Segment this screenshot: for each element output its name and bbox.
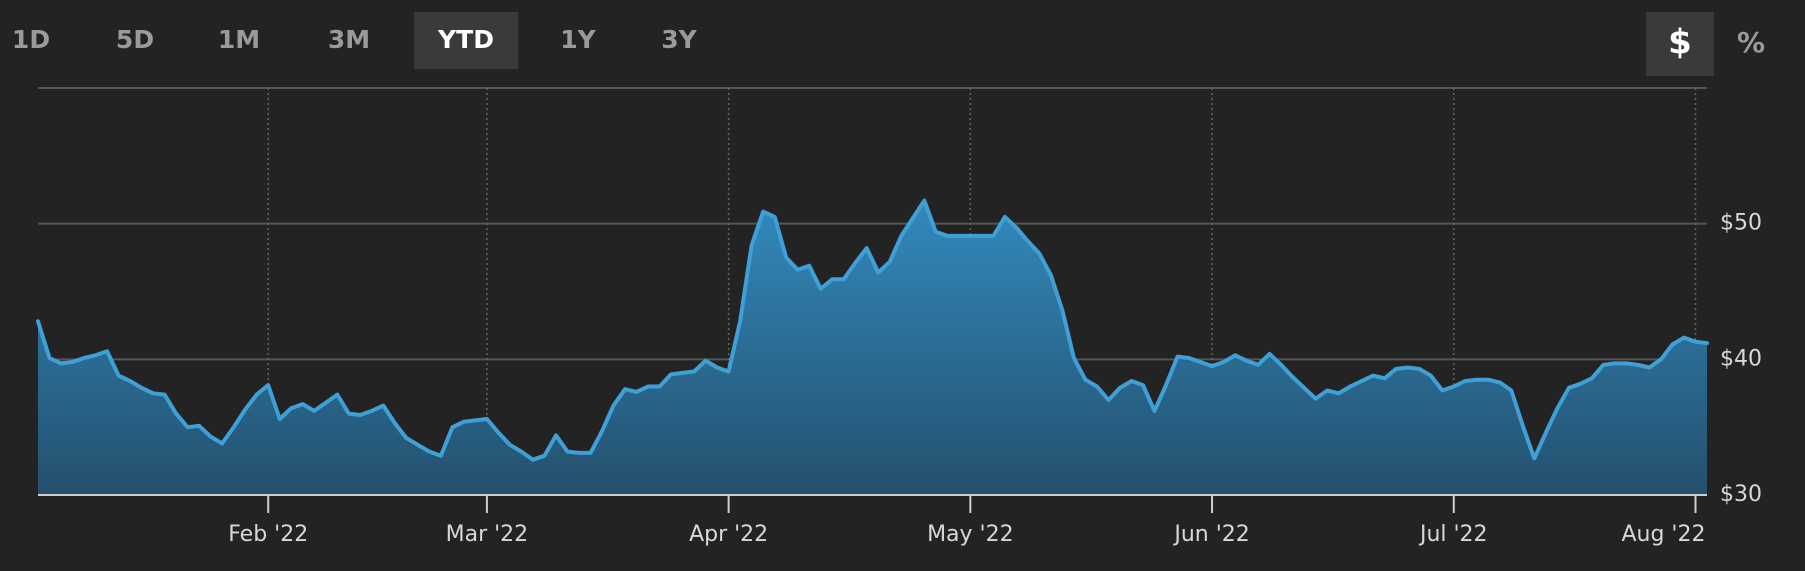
plot-area [36,198,1709,495]
x-tick-label: Mar '22 [446,522,529,547]
range-button-bg[interactable] [414,12,518,69]
range-button[interactable]: 3M [328,25,370,54]
x-tick-label: Apr '22 [689,522,768,547]
unit-toggle[interactable]: % [1737,26,1765,59]
range-button[interactable]: YTD [437,25,494,54]
price-line [36,198,1709,462]
range-controls: 1D 5D 1M 3M YTD 1Y 3Y $% [12,12,1765,76]
range-button[interactable]: 3Y [661,25,697,54]
x-tick-label: Jun '22 [1172,522,1249,547]
unit-toggle-bg[interactable] [1646,12,1714,76]
unit-toggle[interactable]: $ [1668,23,1692,63]
price-area [38,200,1707,495]
x-tick-label: Feb '22 [228,522,308,547]
range-button[interactable]: 1Y [560,25,596,54]
x-tick-label: Aug '22 [1621,522,1705,547]
x-tick-label: May '22 [927,522,1014,547]
x-tick-label: Jul '22 [1418,522,1488,547]
y-tick-label: $50 [1720,211,1762,236]
axes: $30 $40 $50 Feb '22 Mar '22 Apr '22 May '22 Jun… [38,211,1762,547]
range-button[interactable]: 1D [12,25,50,54]
range-button[interactable]: 1M [218,25,260,54]
range-button[interactable]: 5D [116,25,154,54]
y-tick-label: $40 [1720,346,1762,371]
y-tick-label: $30 [1720,482,1762,507]
